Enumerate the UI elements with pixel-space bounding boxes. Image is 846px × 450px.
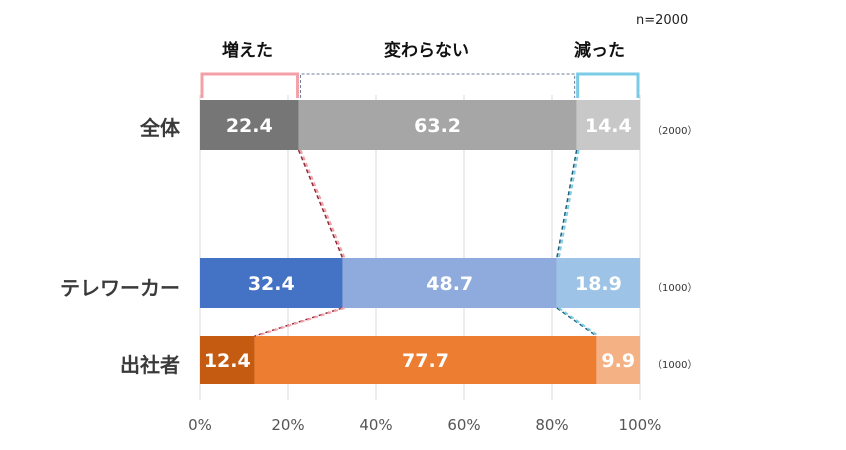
bar-segment bbox=[200, 258, 343, 308]
row-n-all: （2000） bbox=[652, 126, 698, 137]
bracket-unchanged bbox=[300, 73, 576, 98]
bracket-increased bbox=[200, 72, 300, 98]
bar-segment bbox=[254, 336, 597, 384]
x-tick-label: 40% bbox=[359, 416, 393, 434]
connector-increased bbox=[299, 149, 346, 259]
header-increased: 増えた bbox=[222, 41, 273, 61]
header-unchanged: 変わらない bbox=[384, 41, 469, 61]
x-tick-label: 20% bbox=[271, 416, 305, 434]
connector-decreased bbox=[557, 149, 580, 259]
connector-decreased bbox=[558, 307, 600, 337]
x-tick-label: 0% bbox=[188, 416, 212, 434]
connector-decreased bbox=[556, 149, 578, 259]
bar-segment bbox=[342, 258, 557, 308]
row-label-teleworker: テレワーカー bbox=[60, 276, 180, 300]
bar-value-label: 77.7 bbox=[402, 350, 449, 372]
connector-increased bbox=[297, 149, 344, 259]
bracket-decreased bbox=[576, 72, 640, 98]
header-decreased: 減った bbox=[574, 41, 625, 61]
row-n-office: （1000） bbox=[652, 360, 698, 371]
bar-value-label: 14.4 bbox=[585, 115, 632, 137]
bar-value-label: 18.9 bbox=[575, 273, 622, 295]
bar-value-label: 22.4 bbox=[226, 115, 273, 137]
bar-segment bbox=[200, 336, 255, 384]
bar-segment bbox=[596, 336, 640, 384]
row-label-office: 出社者 bbox=[120, 353, 180, 377]
bar-segment bbox=[200, 100, 299, 150]
bar-value-label: 63.2 bbox=[414, 115, 461, 137]
bar-value-label: 48.7 bbox=[426, 273, 473, 295]
sample-size-note: n=2000 bbox=[636, 13, 689, 28]
row-label-all: 全体 bbox=[140, 116, 180, 140]
bar-segment bbox=[576, 100, 640, 150]
row-n-teleworker: （1000） bbox=[652, 283, 698, 294]
bar-value-label: 12.4 bbox=[204, 350, 251, 372]
connector-decreased bbox=[556, 307, 597, 337]
connector-increased bbox=[256, 307, 345, 337]
x-tick-label: 100% bbox=[618, 416, 662, 434]
x-tick-label: 80% bbox=[535, 416, 569, 434]
bar-segment bbox=[556, 258, 640, 308]
bar-value-label: 32.4 bbox=[248, 273, 295, 295]
bar-segment bbox=[298, 100, 577, 150]
x-tick-label: 60% bbox=[447, 416, 481, 434]
bar-value-label: 9.9 bbox=[601, 350, 635, 372]
